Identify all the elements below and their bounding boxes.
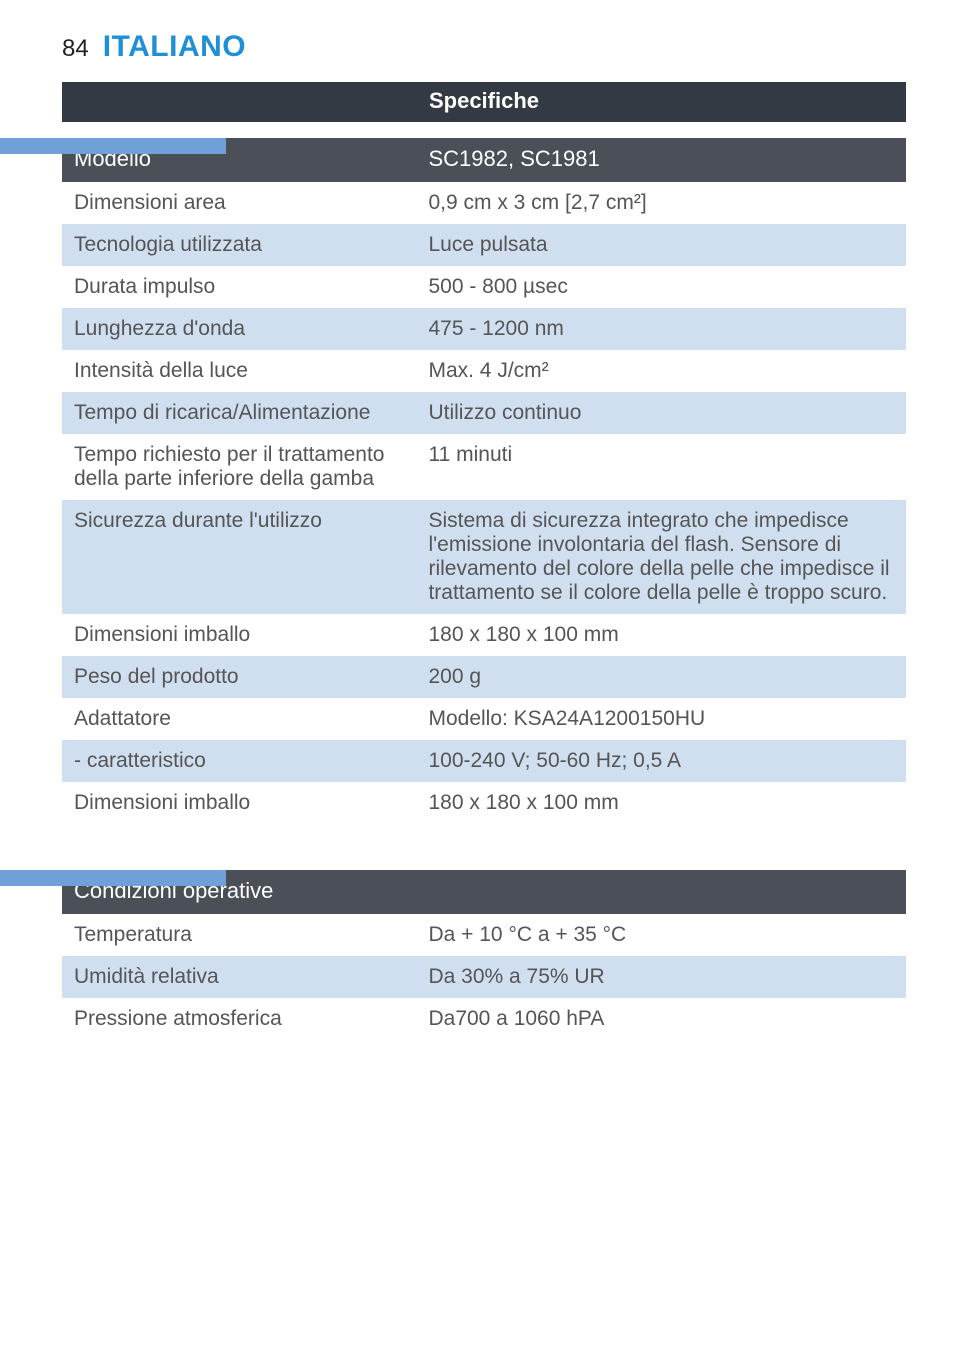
table-row: Sicurezza durante l'utilizzoSistema di s… <box>62 500 906 614</box>
table-row: Intensità della luceMax. 4 J/cm² <box>62 350 906 392</box>
cell-label: Intensità della luce <box>62 350 416 392</box>
table-row: Durata impulso500 - 800 µsec <box>62 266 906 308</box>
section-title: Specifiche <box>62 82 906 122</box>
cell-value: Da + 10 °C a + 35 °C <box>416 914 906 956</box>
cell-label: Tecnologia utilizzata <box>62 224 416 266</box>
cell-label: Umidità relativa <box>62 956 416 998</box>
cell-value: 100-240 V; 50-60 Hz; 0,5 A <box>416 740 906 782</box>
table-row: Pressione atmosfericaDa700 a 1060 hPA <box>62 998 906 1040</box>
cell-label: Sicurezza durante l'utilizzo <box>62 500 416 614</box>
cell-value: Max. 4 J/cm² <box>416 350 906 392</box>
table1-body: Dimensioni area0,9 cm x 3 cm [2,7 cm²]Te… <box>62 182 906 824</box>
header-cell-empty <box>416 870 906 914</box>
cell-value: Utilizzo continuo <box>416 392 906 434</box>
cell-value: Luce pulsata <box>416 224 906 266</box>
spacer <box>0 824 954 854</box>
table-row: Dimensioni imballo180 x 180 x 100 mm <box>62 614 906 656</box>
table-row: Dimensioni imballo180 x 180 x 100 mm <box>62 782 906 824</box>
cell-value: 0,9 cm x 3 cm [2,7 cm²] <box>416 182 906 224</box>
language-title: ITALIANO <box>103 30 246 64</box>
conditions-table: Condizioni operative TemperaturaDa + 10 … <box>62 870 906 1040</box>
header-cell-model-values: SC1982, SC1981 <box>416 138 906 182</box>
cell-label: Peso del prodotto <box>62 656 416 698</box>
cell-value: 500 - 800 µsec <box>416 266 906 308</box>
table-row: - caratteristico100-240 V; 50-60 Hz; 0,5… <box>62 740 906 782</box>
cell-value: Sistema di sicurezza integrato che imped… <box>416 500 906 614</box>
table-row: Dimensioni area0,9 cm x 3 cm [2,7 cm²] <box>62 182 906 224</box>
specs-table: Modello SC1982, SC1981 Dimensioni area0,… <box>62 138 906 824</box>
cell-value: Modello: KSA24A1200150HU <box>416 698 906 740</box>
accent-tab <box>0 138 226 154</box>
cell-label: Dimensioni imballo <box>62 614 416 656</box>
cell-label: Tempo di ricarica/Alimentazione <box>62 392 416 434</box>
cell-label: Durata impulso <box>62 266 416 308</box>
accent-tab <box>0 870 226 886</box>
table-row: Tempo di ricarica/AlimentazioneUtilizzo … <box>62 392 906 434</box>
cell-label: Dimensioni imballo <box>62 782 416 824</box>
cell-label: Dimensioni area <box>62 182 416 224</box>
table-row: Tecnologia utilizzataLuce pulsata <box>62 224 906 266</box>
table2-body: TemperaturaDa + 10 °C a + 35 °CUmidità r… <box>62 914 906 1040</box>
cell-label: - caratteristico <box>62 740 416 782</box>
cell-value: Da700 a 1060 hPA <box>416 998 906 1040</box>
page-header: 84 ITALIANO <box>0 0 954 82</box>
cell-label: Adattatore <box>62 698 416 740</box>
cell-value: 200 g <box>416 656 906 698</box>
table-row: Umidità relativaDa 30% a 75% UR <box>62 956 906 998</box>
cell-value: 11 minuti <box>416 434 906 500</box>
cell-value: 180 x 180 x 100 mm <box>416 782 906 824</box>
table-row: AdattatoreModello: KSA24A1200150HU <box>62 698 906 740</box>
cell-value: 475 - 1200 nm <box>416 308 906 350</box>
page-number: 84 <box>62 35 89 63</box>
table-row: Tempo richiesto per il trattamento della… <box>62 434 906 500</box>
cell-value: 180 x 180 x 100 mm <box>416 614 906 656</box>
table-row: Lunghezza d'onda475 - 1200 nm <box>62 308 906 350</box>
table-row: Peso del prodotto200 g <box>62 656 906 698</box>
cell-value: Da 30% a 75% UR <box>416 956 906 998</box>
cell-label: Lunghezza d'onda <box>62 308 416 350</box>
cell-label: Pressione atmosferica <box>62 998 416 1040</box>
page-container: 84 ITALIANO Specifiche Modello SC1982, S… <box>0 0 954 1040</box>
table-row: TemperaturaDa + 10 °C a + 35 °C <box>62 914 906 956</box>
cell-label: Temperatura <box>62 914 416 956</box>
cell-label: Tempo richiesto per il trattamento della… <box>62 434 416 500</box>
